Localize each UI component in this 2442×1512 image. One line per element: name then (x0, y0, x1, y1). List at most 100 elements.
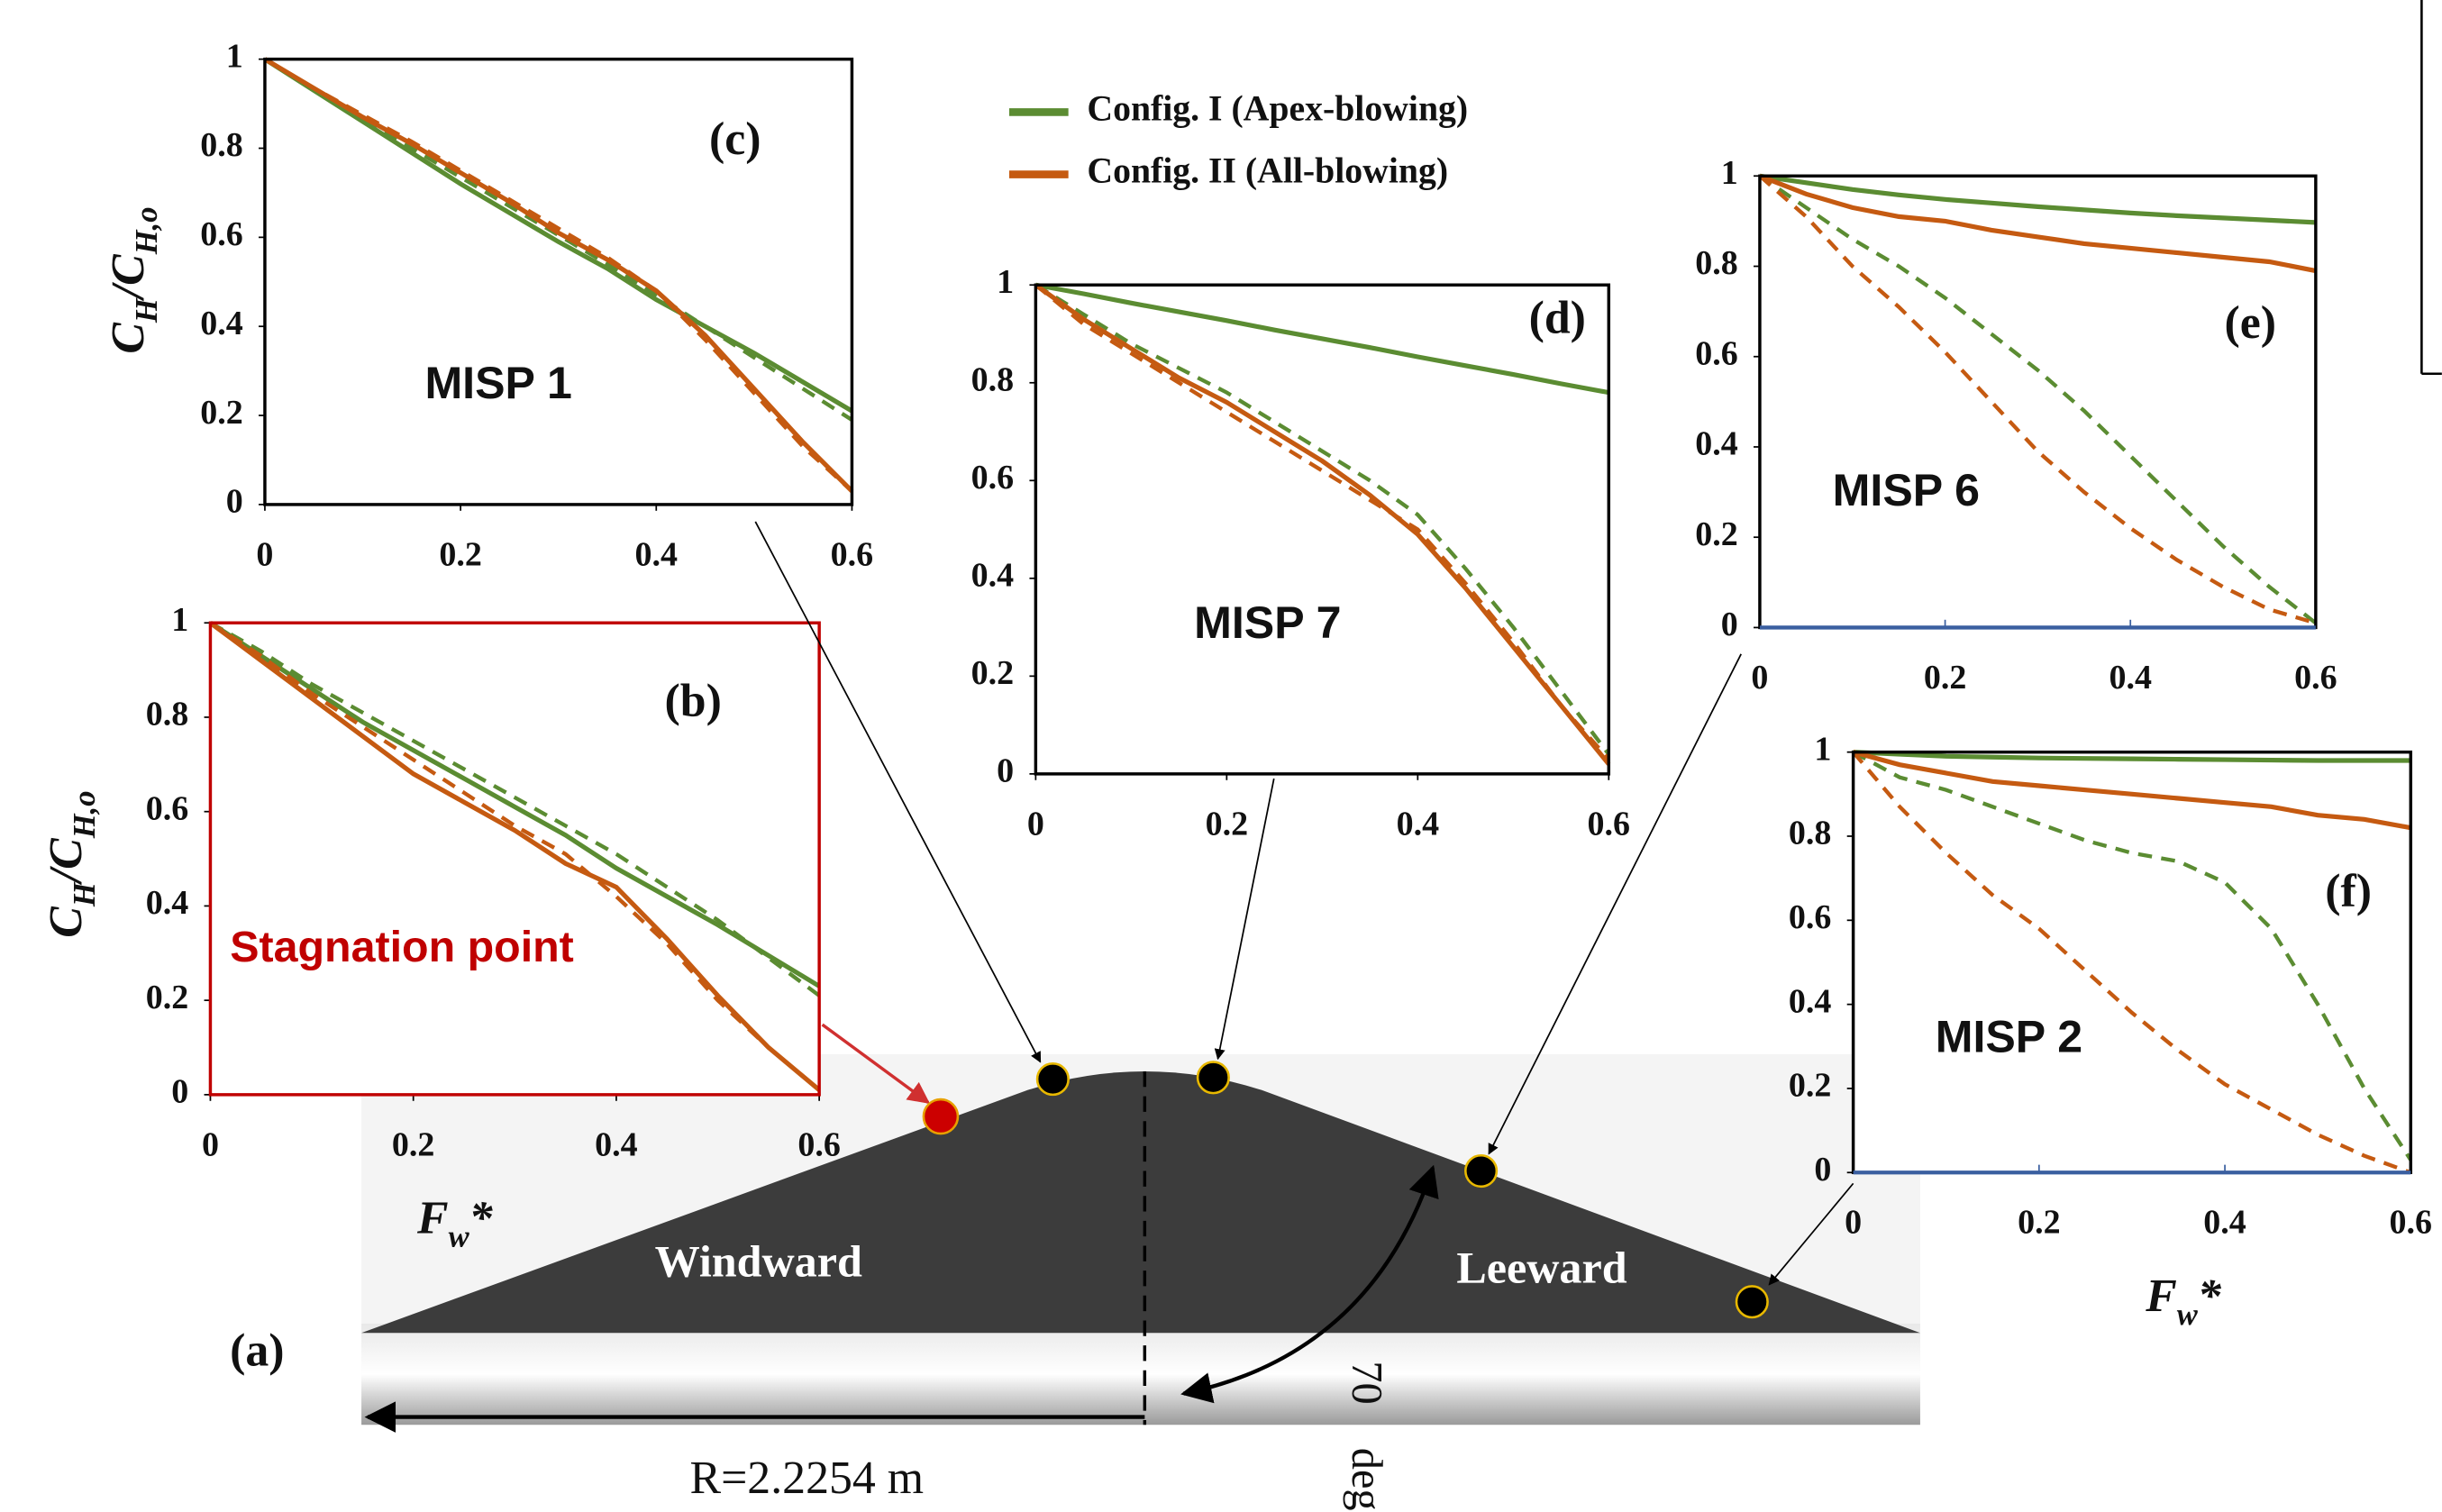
misp-point (1037, 1063, 1069, 1095)
x-tick-label: 0.2 (2018, 1204, 2061, 1242)
y-axis-label-part: H,o (68, 790, 102, 839)
y-tick-label: 0 (1814, 1151, 1831, 1189)
y-tick-label: 0.4 (146, 884, 188, 922)
y-tick-label: 0.6 (971, 459, 1014, 496)
y-tick-label: 0.2 (1695, 515, 1737, 553)
x-tick-label: 0 (1751, 659, 1768, 697)
chart-panel: 0 0.2 0.4 0.6 0.8 1 0 0.2 0.4 0.6 (e) MISP 6 (1695, 154, 2337, 697)
y-tick-label: 0.2 (1789, 1067, 1832, 1105)
y-axis-label-part: C (103, 322, 154, 354)
y-tick-label: 0.2 (200, 394, 242, 432)
y-tick-label: 0 (1721, 606, 1738, 643)
x-tick-label: 0.6 (2294, 659, 2337, 697)
y-tick-label: 0.2 (146, 979, 188, 1016)
y-tick-label: 0.8 (1695, 244, 1737, 282)
x-tick-label: 0 (202, 1125, 219, 1163)
y-axis-label: CH/CH,o (103, 206, 164, 353)
y-tick-label: 0.8 (971, 360, 1014, 398)
panel-label: (c) (709, 114, 761, 165)
leeward-label: Leeward (1456, 1242, 1626, 1292)
x-axis-label: Fw* (2145, 1271, 2222, 1332)
legend-label: Config. I (Apex-blowing) (1087, 89, 1468, 129)
chart-panel: 0 0.2 0.4 0.6 0.8 1 0 0.2 0.4 0.6 (c) MISP 1 CH/CH,o (103, 37, 873, 573)
x-axis-label-part: F (416, 1192, 449, 1243)
y-tick-label: 0.8 (146, 696, 188, 733)
x-axis-label-part: * (469, 1192, 494, 1243)
y-tick-label: 0 (226, 483, 243, 521)
legend: Config. I (Apex-blowing) Config. II (All… (1009, 89, 1468, 191)
y-axis-label-part: /C (103, 253, 154, 302)
cone-base (361, 1324, 1920, 1425)
panel-label: (e) (2225, 297, 2277, 349)
x-tick-label: 0 (1027, 805, 1044, 843)
y-tick-label: 1 (171, 601, 188, 639)
panel-name: MISP 6 (1833, 465, 1980, 515)
y-tick-label: 0.6 (146, 789, 188, 827)
x-tick-label: 0 (256, 535, 273, 573)
misp-point (1736, 1286, 1768, 1317)
y-axis-label-part: H (68, 881, 102, 907)
y-axis-label-part: H (130, 297, 164, 323)
y-tick-label: 1 (226, 37, 243, 75)
y-tick-label: 0 (997, 752, 1014, 790)
chart-panel: 0 0.2 0.4 0.6 0.8 1 0 0.2 0.4 0.6 (d) MISP 7 (971, 263, 1630, 843)
x-axis-label-part: w (449, 1220, 470, 1254)
y-tick-label: 0.6 (200, 215, 242, 253)
x-tick-label: 0.4 (595, 1125, 638, 1163)
misp-point (1198, 1062, 1229, 1094)
y-tick-label: 0 (171, 1073, 188, 1111)
annotation: Stagnation point (230, 923, 574, 971)
y-tick-label: 1 (1814, 730, 1831, 768)
page: {"legend": [ {"name": "Config. I (Apex-b… (0, 0, 2442, 1512)
plot-background (265, 59, 852, 505)
angle-unit: deg (1343, 1448, 1390, 1511)
y-tick-label: 0.4 (1789, 982, 1832, 1020)
x-tick-label: 0.2 (392, 1125, 435, 1163)
panel-label: (b) (664, 676, 721, 727)
x-tick-label: 0.6 (2390, 1204, 2433, 1242)
x-tick-label: 0.4 (1397, 805, 1439, 843)
angle-label: 70 (1343, 1361, 1390, 1404)
windward-label: Windward (655, 1235, 862, 1286)
panel-name: MISP 2 (1936, 1012, 2082, 1062)
x-tick-label: 0.4 (2203, 1204, 2246, 1242)
x-tick-label: 0.2 (1924, 659, 1967, 697)
y-tick-label: 0.4 (971, 557, 1014, 595)
radius-label: R=2.2254 m (690, 1453, 925, 1504)
y-axis-label-part: H,o (130, 206, 164, 255)
plot-background (1760, 176, 2316, 627)
x-tick-label: 0.6 (831, 535, 873, 573)
misp-point (1465, 1155, 1497, 1187)
x-tick-label: 0.2 (439, 535, 482, 573)
x-tick-label: 0.4 (635, 535, 679, 573)
legend-label: Config. II (All-blowing) (1087, 151, 1448, 191)
x-tick-label: 0.4 (2109, 659, 2151, 697)
x-tick-label: 0 (1845, 1204, 1862, 1242)
x-tick-label: 0.6 (797, 1125, 841, 1163)
y-axis-label-part: /C (41, 837, 92, 886)
x-axis-label-part: w (2177, 1298, 2199, 1332)
y-tick-label: 0.8 (1789, 815, 1832, 852)
y-axis-label-part: C (41, 906, 92, 938)
panel-name: MISP 1 (424, 358, 571, 408)
figure: 00.20.40.60.8100.20.40.6(c)MISP 1CH/CH,o… (0, 0, 2442, 1512)
y-tick-label: 0.4 (1695, 425, 1737, 463)
x-axis-label-part: * (2198, 1271, 2222, 1322)
y-tick-label: 0.6 (1695, 334, 1737, 372)
panel-name: MISP 7 (1194, 597, 1341, 648)
x-tick-label: 0.2 (1206, 805, 1248, 843)
stagnation-point (924, 1099, 958, 1134)
plot-background (1035, 285, 1608, 774)
y-tick-label: 0.6 (1789, 898, 1832, 936)
panel-label: (d) (1529, 293, 1586, 344)
y-tick-label: 1 (997, 263, 1014, 301)
y-tick-label: 0.2 (971, 654, 1014, 692)
y-tick-label: 0.8 (200, 126, 242, 164)
panel-label: (a) (230, 1325, 284, 1376)
x-axis-label-part: F (2145, 1271, 2177, 1322)
y-tick-label: 0.4 (200, 305, 242, 342)
y-axis-label: CH/CH,o (41, 790, 102, 937)
panel-label: (f) (2325, 866, 2372, 917)
x-tick-label: 0.6 (1588, 805, 1631, 843)
y-tick-label: 1 (1721, 154, 1738, 192)
